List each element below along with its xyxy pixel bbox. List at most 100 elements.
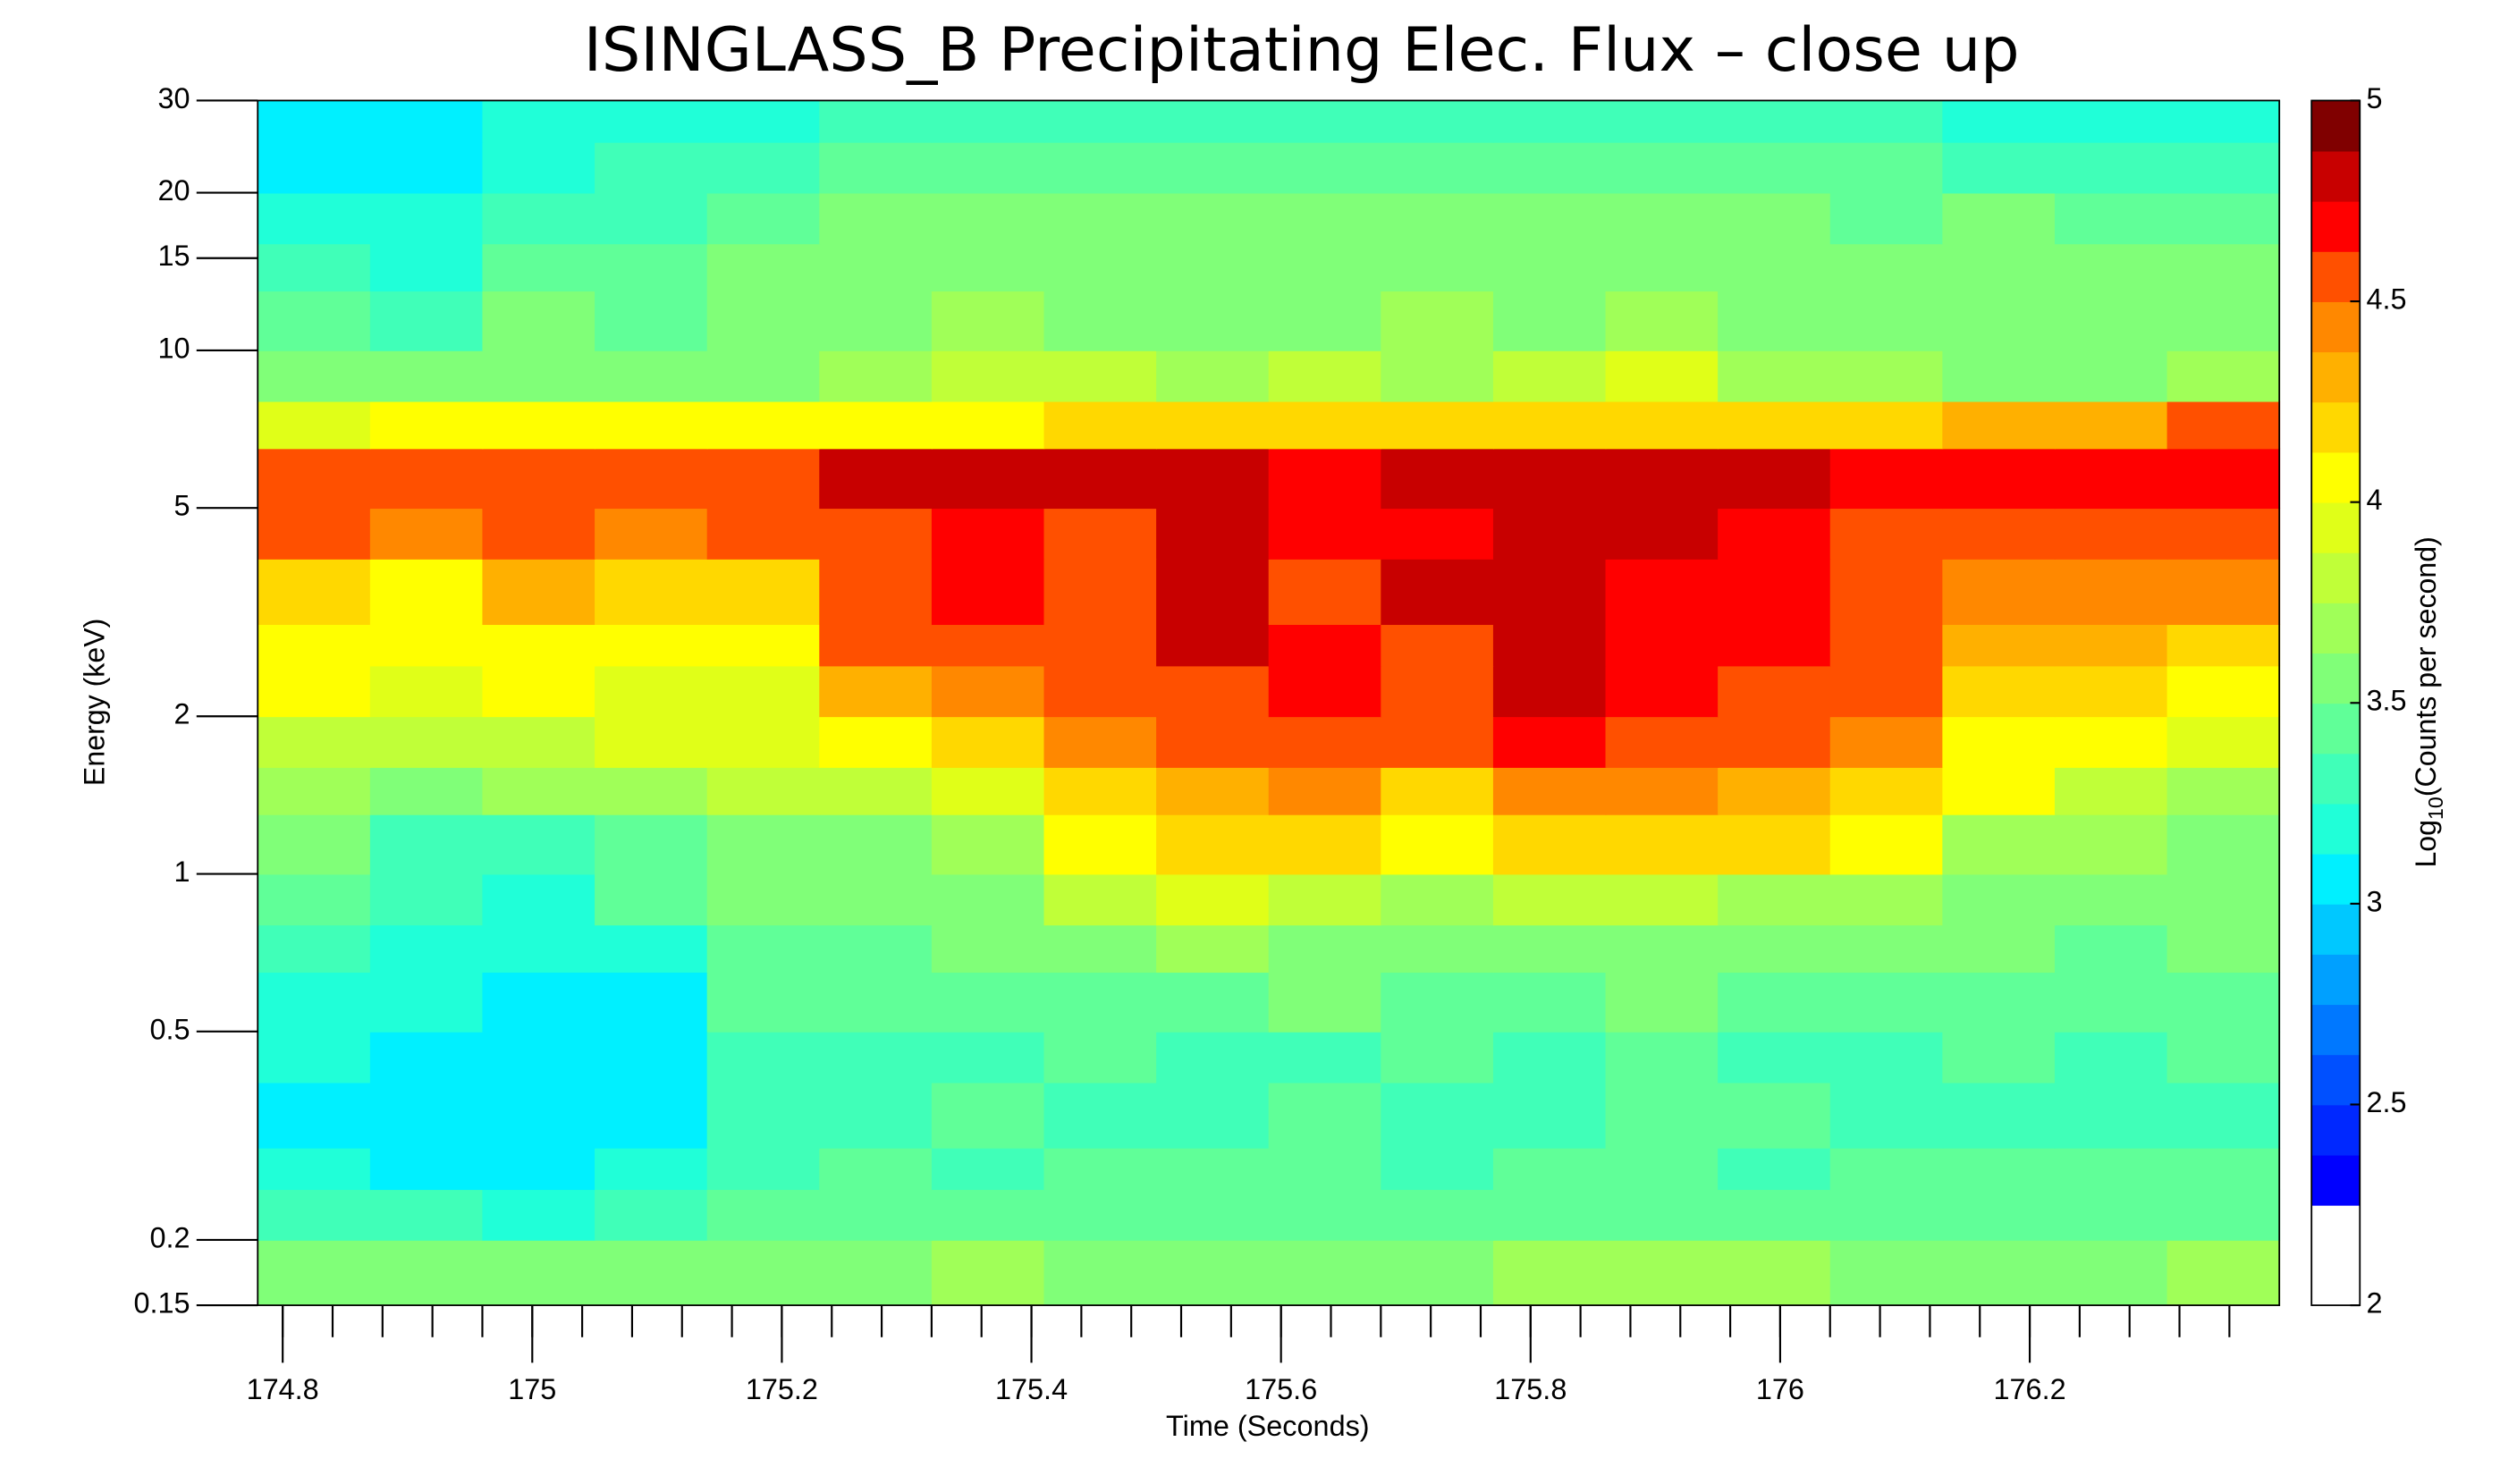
heatmap-cell — [2166, 814, 2281, 875]
y-tick-label: 2 — [174, 698, 190, 730]
heatmap-cell — [482, 1189, 595, 1241]
heatmap-cell — [1268, 924, 1382, 974]
heatmap-cell — [482, 716, 595, 768]
heatmap-cell — [1492, 1239, 1607, 1306]
heatmap-cell — [1718, 291, 1831, 351]
heatmap-cell — [706, 1147, 821, 1191]
heatmap-cell — [258, 1082, 371, 1149]
heatmap-cell — [1829, 508, 1944, 560]
heatmap-cell — [1268, 767, 1382, 815]
heatmap-cell — [258, 624, 371, 667]
heatmap-cell — [706, 767, 821, 815]
colorbar-band — [2311, 150, 2361, 202]
x-tick-label: 175.6 — [1245, 1373, 1317, 1405]
colorbar-band — [2311, 1054, 2361, 1106]
heatmap-cell — [1605, 924, 1719, 974]
heatmap-cell — [1043, 508, 1158, 560]
heatmap-cell — [1942, 767, 2056, 815]
heatmap-cell — [2054, 624, 2168, 667]
heatmap-cell — [1942, 192, 2056, 245]
heatmap-cell — [2054, 291, 2168, 351]
heatmap-cell — [258, 665, 371, 718]
heatmap-cell — [706, 508, 821, 560]
heatmap-cell — [2054, 1239, 2168, 1306]
heatmap-cell — [1942, 401, 2056, 450]
heatmap-cell — [1492, 291, 1607, 351]
heatmap-cell — [1718, 508, 1831, 560]
colorbar-band — [2311, 552, 2361, 603]
heatmap-cell — [482, 1147, 595, 1191]
heatmap-cell — [1829, 558, 1944, 626]
heatmap-cell — [1942, 1031, 2056, 1083]
heatmap-cell — [819, 291, 933, 351]
heatmap-cell — [2054, 1189, 2168, 1241]
heatmap-cell — [1381, 558, 1494, 626]
heatmap-cell — [258, 448, 371, 510]
heatmap-cell — [1156, 141, 1270, 194]
heatmap-cell — [1156, 814, 1270, 875]
heatmap-cell — [369, 1031, 484, 1083]
heatmap-cell — [706, 716, 821, 768]
heatmap-cell — [369, 243, 484, 292]
x-tick-label: 175 — [508, 1373, 556, 1405]
heatmap-cell — [1492, 665, 1607, 718]
heatmap-cell — [2166, 291, 2281, 351]
heatmap-cell — [1718, 1239, 1831, 1306]
heatmap-cell — [1829, 767, 1944, 815]
heatmap-cell — [706, 665, 821, 718]
heatmap-cell — [1268, 1147, 1382, 1191]
heatmap-cell — [1942, 716, 2056, 768]
heatmap-cell — [1829, 716, 1944, 768]
colorbar-band — [2311, 1254, 2361, 1306]
heatmap-cell — [482, 814, 595, 875]
heatmap-cell — [1268, 141, 1382, 194]
heatmap-cell — [1043, 558, 1158, 626]
heatmap-cell — [1829, 1239, 1944, 1306]
heatmap-cell — [482, 924, 595, 974]
heatmap-cell — [1156, 873, 1270, 926]
heatmap-cell — [1381, 716, 1494, 768]
heatmap-cell — [706, 558, 821, 626]
heatmap-cell — [2166, 1239, 2281, 1306]
heatmap-cell — [1156, 448, 1270, 510]
heatmap-cell — [2054, 1082, 2168, 1149]
heatmap-cell — [1829, 401, 1944, 450]
heatmap-cell — [482, 192, 595, 245]
heatmap-cell — [1381, 192, 1494, 245]
heatmap-cell — [1381, 1031, 1494, 1083]
heatmap-cell — [1156, 665, 1270, 718]
heatmap-cell — [819, 141, 933, 194]
heatmap-cell — [2054, 665, 2168, 718]
heatmap-cell — [1942, 141, 2056, 194]
heatmap-cell — [2166, 192, 2281, 245]
heatmap-cell — [1492, 448, 1607, 510]
heatmap-cell — [931, 100, 1045, 143]
heatmap-cell — [2054, 558, 2168, 626]
heatmap-cell — [2166, 972, 2281, 1033]
colorbar-tick-label: 5 — [2366, 82, 2382, 114]
heatmap-cell — [1268, 192, 1382, 245]
colorbar-band — [2311, 100, 2361, 152]
heatmap-cell — [1156, 243, 1270, 292]
colorbar-band — [2311, 602, 2361, 654]
heatmap-cell — [1942, 873, 2056, 926]
colorbar-label-prefix: Log — [2409, 820, 2441, 868]
heatmap-cell — [1942, 665, 2056, 718]
colorbar-tick-label: 2.5 — [2366, 1086, 2406, 1118]
heatmap-cell — [1268, 624, 1382, 667]
heatmap-cell — [2054, 873, 2168, 926]
heatmap-cell — [595, 291, 708, 351]
heatmap-cell — [1829, 1189, 1944, 1241]
heatmap-cell — [369, 448, 484, 510]
heatmap-cell — [1829, 1147, 1944, 1191]
heatmap-cell — [2166, 1031, 2281, 1083]
heatmap-cell — [258, 192, 371, 245]
heatmap-cell — [819, 192, 933, 245]
colorbar-tick-label: 3.5 — [2366, 685, 2406, 717]
heatmap-cell — [706, 924, 821, 974]
heatmap-cell — [258, 141, 371, 194]
heatmap-cell — [369, 100, 484, 143]
colorbar-band — [2311, 753, 2361, 805]
colorbar-band — [2311, 401, 2361, 453]
heatmap-cell — [1829, 100, 1944, 143]
